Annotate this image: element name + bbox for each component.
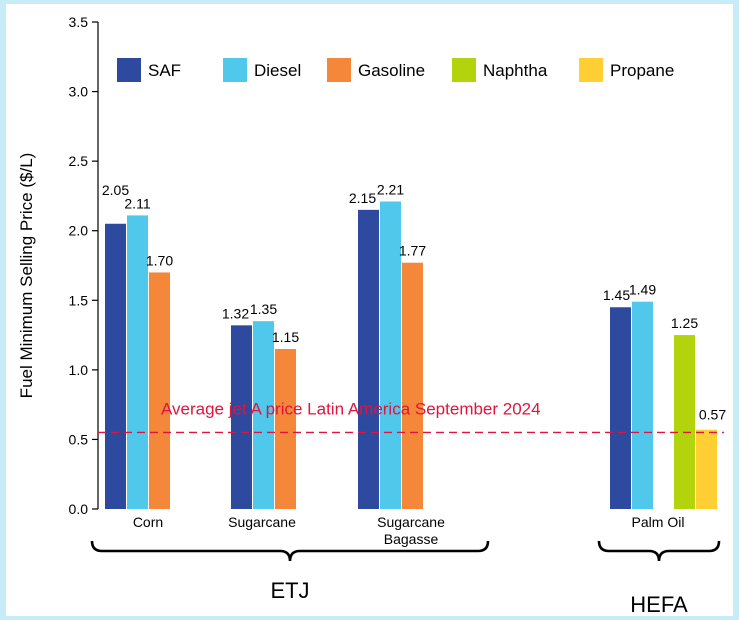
- legend-label: Diesel: [254, 61, 301, 80]
- group-brackets: ETJ HEFA: [90, 540, 721, 616]
- legend-label: Propane: [610, 61, 674, 80]
- data-label: 0.57: [699, 407, 726, 423]
- y-tick-label: 0.5: [69, 431, 89, 447]
- legend-label: SAF: [148, 61, 181, 80]
- data-label: 1.25: [671, 315, 698, 331]
- bar-propane: [696, 429, 717, 509]
- data-label: 1.77: [399, 243, 426, 259]
- y-tick-label: 3.5: [69, 14, 89, 30]
- category-label: Corn: [133, 514, 163, 530]
- bar-saf: [105, 223, 126, 509]
- bar-diesel: [127, 215, 148, 509]
- data-label: 1.35: [250, 301, 277, 317]
- bar-saf: [358, 209, 379, 510]
- axes: 0.0 0.5 1.0 1.5 2.0 2.5 3.0 3.5 Fuel Minimum Sel…: [17, 14, 99, 517]
- legend-swatch-naphtha: [452, 58, 476, 82]
- bar-gasoline: [275, 348, 296, 509]
- chart-svg: 0.0 0.5 1.0 1.5 2.0 2.5 3.0 3.5 Fuel Minimum Sel…: [17, 14, 726, 616]
- legend: SAF Diesel Gasoline Naphtha Propane: [117, 58, 674, 82]
- bar-gasoline: [149, 272, 170, 509]
- category-label: Sugarcane: [228, 514, 296, 530]
- data-label: 2.05: [102, 182, 129, 198]
- bar-saf: [610, 307, 631, 509]
- legend-swatch-gasoline: [327, 58, 351, 82]
- brace-hefa: [597, 540, 721, 562]
- category-label: Palm Oil: [632, 514, 685, 530]
- legend-swatch-propane: [579, 58, 603, 82]
- data-label: 1.15: [272, 329, 299, 345]
- data-label: 2.11: [124, 195, 150, 211]
- bar-naphtha: [674, 335, 695, 509]
- reference-line-label: Average jet A price Latin America Septem…: [161, 399, 541, 418]
- y-tick-label: 0.0: [69, 501, 89, 517]
- bar-diesel: [253, 321, 274, 509]
- y-tick-label: 3.0: [69, 84, 89, 100]
- legend-label: Naphtha: [483, 61, 548, 80]
- brace-etj: [90, 540, 490, 562]
- data-label: 1.70: [146, 252, 173, 268]
- group-label-hefa: HEFA: [630, 592, 688, 616]
- bar-gasoline: [402, 262, 423, 509]
- data-label: 1.45: [603, 287, 630, 303]
- data-label: 2.21: [377, 181, 404, 197]
- y-tick-label: 2.0: [69, 223, 89, 239]
- data-label: 1.49: [629, 282, 656, 298]
- bar-diesel: [380, 201, 401, 509]
- y-tick-label: 1.0: [69, 362, 89, 378]
- y-axis-title: Fuel Minimum Selling Price ($/L): [17, 153, 36, 399]
- y-tick-label: 2.5: [69, 153, 89, 169]
- bars: 2.052.11 1.70 1.32 1.35 1.15 2.152.21 1.77 1.45…: [102, 181, 726, 547]
- reference-line-group: Average jet A price Latin America Septem…: [98, 399, 724, 434]
- data-label: 2.15: [349, 190, 376, 206]
- bar-diesel: [632, 301, 653, 509]
- data-label: 1.32: [222, 305, 249, 321]
- legend-label: Gasoline: [358, 61, 425, 80]
- category-label: Sugarcane: [377, 514, 445, 530]
- category-label: Bagasse: [384, 531, 439, 547]
- legend-swatch-diesel: [223, 58, 247, 82]
- group-label-etj: ETJ: [270, 578, 309, 603]
- bar-saf: [231, 325, 252, 509]
- legend-swatch-saf: [117, 58, 141, 82]
- chart-frame: 0.0 0.5 1.0 1.5 2.0 2.5 3.0 3.5 Fuel Minimum Sel…: [6, 4, 733, 616]
- y-tick-label: 1.5: [69, 292, 89, 308]
